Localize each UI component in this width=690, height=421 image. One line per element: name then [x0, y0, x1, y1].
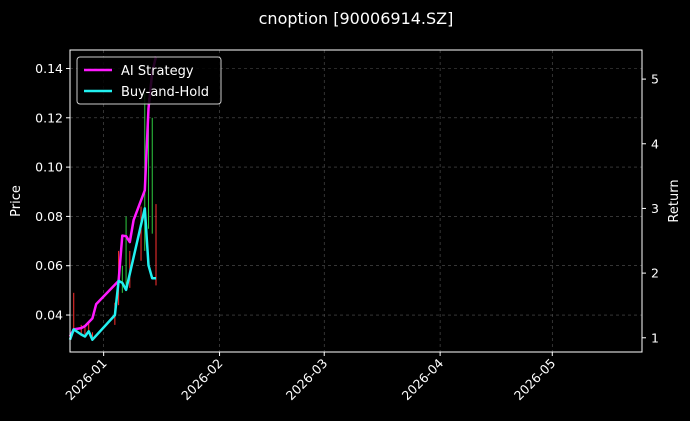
left-axis-label: Price [9, 185, 24, 217]
series-line-buy-and-hold [68, 207, 156, 341]
right-tick-label-4: 5 [651, 72, 659, 87]
right-tick-label-0: 1 [651, 330, 659, 345]
legend-box [76, 56, 222, 105]
left-tick-label-3: 0.10 [35, 160, 63, 175]
legend-label-buy-and-hold: Buy-and-Hold [121, 85, 209, 100]
legend: AI Strategy Buy-and-Hold [76, 56, 222, 105]
x-tick-label-2: 2026-03 [283, 356, 331, 404]
chart-title: cnoption [90006914.SZ] [259, 9, 454, 28]
x-tick-label-0: 2026-01 [62, 356, 110, 404]
left-tick-label-1: 0.06 [35, 258, 63, 273]
left-tick-label-2: 0.08 [35, 209, 63, 224]
right-tick-label-3: 4 [651, 136, 659, 151]
left-tick-label-4: 0.12 [35, 110, 63, 125]
right-axis-label: Return [667, 179, 682, 222]
right-tick-label-2: 3 [651, 201, 659, 216]
x-axis: 2026-01 2026-02 2026-03 2026-04 2026-05 [62, 352, 558, 403]
left-tick-label-5: 0.14 [35, 61, 63, 76]
series-line-ai-strategy [68, 56, 158, 338]
x-tick-label-3: 2026-04 [399, 355, 447, 403]
left-axis: 0.04 0.06 0.08 0.10 0.12 0.14 [35, 61, 70, 323]
right-axis: 1 2 3 4 5 [642, 72, 659, 345]
legend-label-ai-strategy: AI Strategy [121, 64, 194, 79]
x-tick-label-4: 2026-05 [511, 356, 559, 404]
series-lines [68, 56, 158, 341]
left-tick-label-0: 0.04 [35, 308, 63, 323]
x-tick-label-1: 2026-02 [178, 356, 226, 404]
right-tick-label-1: 2 [651, 266, 659, 281]
plot-frame [69, 49, 643, 353]
